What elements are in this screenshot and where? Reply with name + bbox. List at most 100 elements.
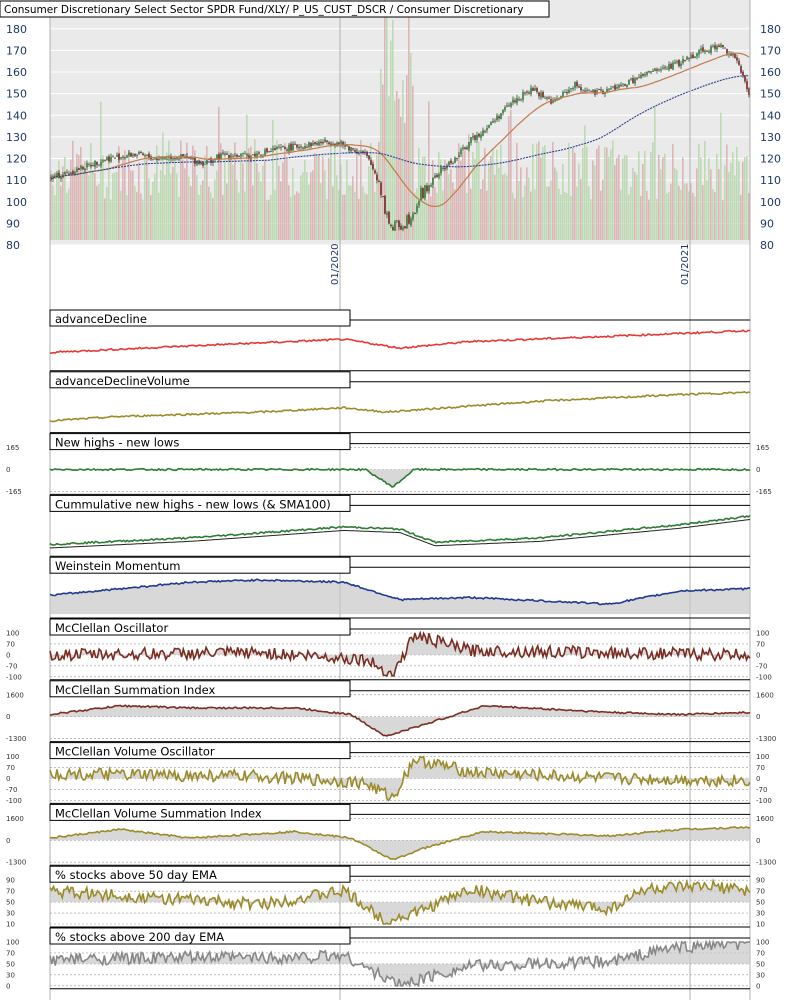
indicator-tick-label-left: -100 [6,673,22,681]
candle-body [164,157,166,159]
indicator-line [49,630,751,677]
candle-body [690,55,692,59]
candle-body [648,71,650,73]
indicator-tick-label-right: 50 [756,960,765,968]
volume-bar [448,174,450,240]
volume-bar [230,152,232,240]
price-tick-label-left: 110 [6,174,27,187]
date-tick-label: 01/2021 [680,243,691,285]
volume-bar [276,140,278,240]
volume-bar [160,170,162,240]
volume-bar [94,172,96,240]
candle-body [382,196,384,198]
candle-body [314,141,316,144]
candle-body [348,146,350,151]
candle-body [702,47,704,52]
volume-bar [128,150,130,240]
volume-bar [520,167,522,240]
candle-body [192,158,194,160]
volume-bar [466,193,468,240]
candle-body [290,143,292,151]
volume-bar [296,191,298,240]
candle-body [378,181,380,183]
volume-bar [636,174,638,240]
indicator-tick-label-right: 0 [756,775,760,783]
volume-bar [238,192,240,240]
volume-bar [694,196,696,240]
volume-bar [618,154,620,240]
candle-body [276,147,278,150]
candle-body [230,155,232,158]
candle-body [160,157,162,159]
indicator-tick-label-left: -165 [6,488,22,496]
candle-body [176,157,178,160]
indicator-tick-label-right: 0 [756,713,760,721]
volume-bar [240,155,242,240]
candle-body [238,155,240,157]
volume-bar [434,187,436,240]
volume-bar [130,170,132,240]
volume-bar [430,196,432,240]
volume-bar [406,75,408,241]
volume-bar [392,19,394,240]
candle-body [300,146,302,148]
candle-body [746,81,748,90]
candle-body [328,142,330,145]
candle-body [182,153,184,158]
indicator-tick-label-left: 100 [6,939,19,947]
candle-body [436,174,438,178]
candle-body [680,63,682,67]
volume-bar [192,145,194,240]
volume-bar [700,157,702,240]
volume-bar [672,143,674,240]
candle-body [516,98,518,104]
volume-bar [404,123,406,240]
candle-body [486,128,488,131]
candle-body [510,103,512,107]
volume-bar [726,144,728,240]
volume-bar [386,6,388,241]
volume-bar [398,98,400,240]
volume-bar [570,195,572,240]
indicator-tick-label-right: 90 [756,877,765,885]
candle-body [128,152,130,156]
volume-bar [136,191,138,240]
candle-body [466,147,468,150]
volume-bar [294,194,296,240]
volume-bar [120,190,122,240]
volume-bar [526,167,528,240]
candle-body [472,135,474,138]
volume-bar [742,161,744,240]
volume-bar [288,185,290,240]
candle-body [696,53,698,57]
volume-bar [590,199,592,240]
volume-bar [702,185,704,240]
indicator-panel: 100 100 70 70 50 50 30 30 0 0 % stocks above 200 d… [6,927,769,990]
candle-body [118,153,120,160]
candle-body [272,148,274,151]
volume-bar [562,163,564,240]
volume-bar [478,141,480,240]
volume-bar [248,148,250,240]
price-tick-label-right: 90 [760,217,774,230]
volume-bar [340,164,342,240]
candle-body [144,155,146,157]
volume-bar [372,160,374,240]
candle-body [748,88,750,95]
volume-bar [350,185,352,240]
volume-bar [514,198,516,240]
indicator-tick-label-left: -100 [6,797,22,805]
volume-bar [124,150,126,240]
candle-body [264,149,266,156]
volume-bar [356,147,358,240]
candle-body [70,172,72,176]
indicator-tick-label-right: 100 [756,939,769,947]
candle-body [134,153,136,156]
volume-bar [198,194,200,240]
volume-bar [436,192,438,240]
candle-body [174,158,176,160]
volume-bar [560,194,562,240]
volume-bar [600,190,602,240]
candle-body [734,54,736,58]
